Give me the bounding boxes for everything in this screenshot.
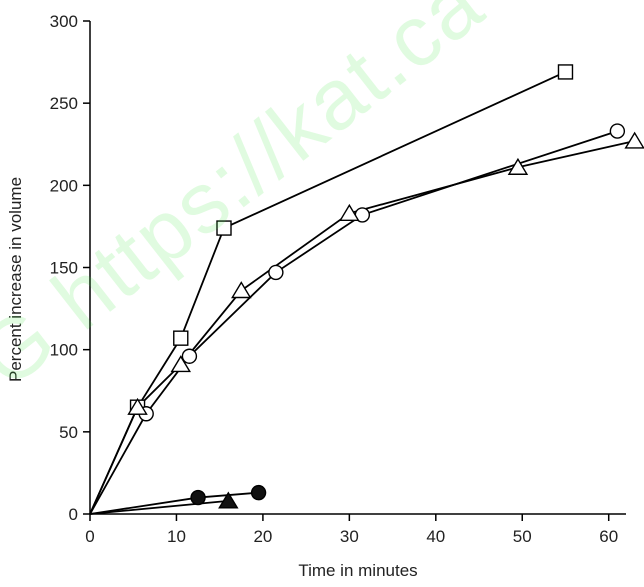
x-ticks: 0 10 20 30 40 50 60 [85, 514, 618, 546]
y-tick-label: 150 [50, 259, 78, 278]
x-tick-label: 0 [85, 527, 94, 546]
open-triangle-marker [507, 157, 529, 175]
filled-circle-marker [250, 484, 267, 501]
y-tick-label: 250 [50, 94, 78, 113]
open-triangle-marker [170, 355, 192, 373]
axes: 0 50 100 150 200 250 300 0 10 20 30 40 50 60 Time in… [6, 12, 626, 580]
open-triangle-marker [127, 397, 148, 415]
open-square-marker [173, 330, 189, 346]
x-tick-label: 10 [167, 527, 186, 546]
filled-triangle-marker [218, 491, 239, 509]
y-tick-label: 50 [59, 423, 78, 442]
x-tick-label: 50 [513, 527, 532, 546]
x-tick-label: 40 [426, 527, 445, 546]
open-circle-marker [609, 123, 626, 139]
y-tick-label: 200 [50, 176, 78, 195]
open-triangle-series-line [89, 140, 635, 515]
open-triangle-marker [624, 131, 644, 149]
x-tick-label: 60 [599, 527, 618, 546]
open-circle-series-line [89, 130, 618, 515]
y-tick-label: 300 [50, 12, 78, 31]
filled-circle-marker [190, 489, 206, 506]
y-tick-label: 100 [50, 341, 78, 360]
y-ticks: 0 50 100 150 200 250 300 [50, 12, 90, 524]
x-tick-label: 20 [253, 527, 272, 546]
open-circle-marker [268, 264, 284, 281]
y-axis-label: Percent increase in volume [6, 177, 25, 382]
open-square-marker [216, 220, 232, 236]
open-circle-marker [181, 348, 198, 364]
series-lines [89, 71, 635, 515]
filled-triangle-series-line [89, 499, 229, 515]
x-tick-label: 30 [340, 527, 359, 546]
y-tick-label: 0 [69, 505, 78, 524]
x-axis-label: Time in minutes [298, 561, 417, 580]
open-square-series-line [89, 71, 566, 515]
open-triangle-marker [339, 203, 360, 221]
open-triangle-marker [231, 281, 252, 299]
open-square-marker [557, 64, 574, 80]
series-markers [127, 64, 644, 509]
